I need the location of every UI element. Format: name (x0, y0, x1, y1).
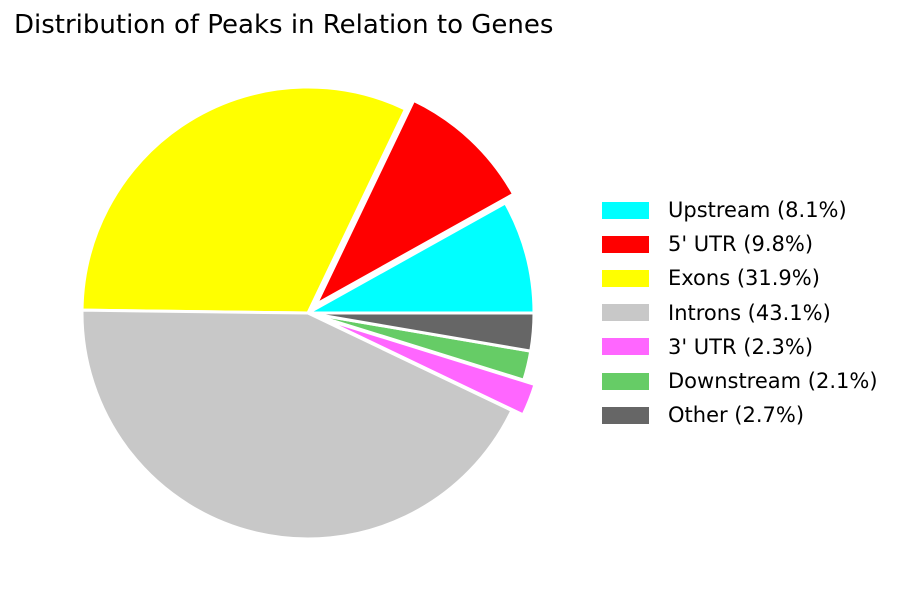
pie-slice-exons (80, 85, 408, 315)
legend-swatch (602, 235, 649, 253)
legend-item-exons: Exons (31.9%) (602, 261, 878, 295)
pie-slice-introns (80, 308, 514, 541)
legend-item-other: Other (2.7%) (602, 398, 878, 432)
legend-label: Exons (31.9%) (668, 266, 820, 291)
legend-swatch (602, 406, 649, 424)
legend-swatch (602, 372, 649, 390)
legend-label: Upstream (8.1%) (668, 198, 847, 223)
pie-slice-other (306, 311, 536, 353)
legend-label: Downstream (2.1%) (668, 369, 878, 394)
pie-slice-upstream (306, 201, 536, 315)
legend-item-5-utr: 5' UTR (9.8%) (602, 227, 878, 261)
legend-item-downstream: Downstream (2.1%) (602, 364, 878, 398)
chart-title: Distribution of Peaks in Relation to Gen… (14, 10, 554, 40)
legend-swatch (602, 338, 649, 356)
pie-slice-3-utr (317, 315, 537, 417)
legend-swatch (602, 269, 649, 287)
pie-slice-5-utr (314, 98, 516, 306)
legend-swatch (602, 304, 649, 322)
legend-label: 3' UTR (2.3%) (668, 334, 814, 359)
legend-item-3-utr: 3' UTR (2.3%) (602, 330, 878, 364)
legend-label: 5' UTR (9.8%) (668, 232, 814, 257)
legend-item-introns: Introns (43.1%) (602, 296, 878, 330)
legend-item-upstream: Upstream (8.1%) (602, 193, 878, 227)
legend-swatch (602, 201, 649, 219)
legend: Upstream (8.1%) 5' UTR (9.8%) Exons (31.9%… (602, 193, 878, 432)
legend-label: Other (2.7%) (668, 403, 805, 428)
legend-label: Introns (43.1%) (668, 300, 831, 325)
